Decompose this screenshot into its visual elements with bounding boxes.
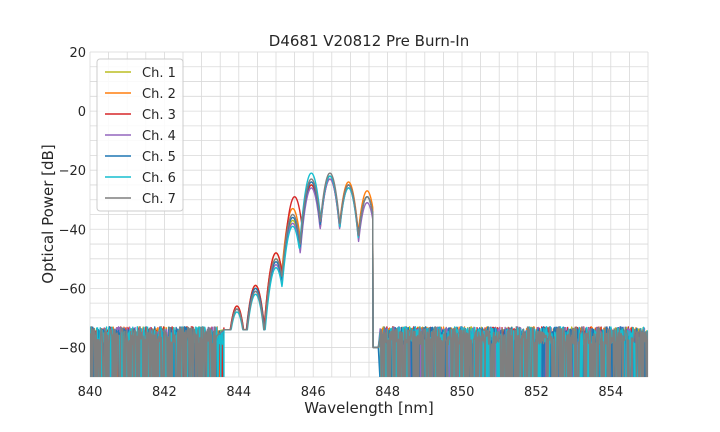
legend-label: Ch. 7 [142,192,176,207]
plot-area [90,172,648,377]
x-tick-label: 846 [301,385,326,400]
legend-label: Ch. 1 [142,66,176,81]
legend: Ch. 1 Ch. 2 Ch. 3 Ch. 4 Ch. 5 Ch. 6 Ch. 7 [96,58,184,212]
x-tick-label: 850 [450,385,475,400]
y-tick-label: −80 [59,341,86,356]
tick-labels: 840 842 844 846 848 850 852 854 20 0 −20 −40 −60 −80 [59,46,624,400]
chart-title: D4681 V20812 Pre Burn-In [269,32,469,50]
legend-label: Ch. 5 [142,150,176,165]
y-tick-label: 0 [78,105,86,120]
y-tick-label: 20 [69,46,86,61]
x-tick-label: 848 [375,385,400,400]
x-tick-label: 852 [524,385,549,400]
y-tick-label: −60 [59,282,86,297]
x-tick-label: 840 [78,385,103,400]
x-tick-label: 842 [152,385,177,400]
legend-label: Ch. 3 [142,108,176,123]
y-axis-title: Optical Power [dB] [39,144,57,283]
y-tick-label: −20 [59,164,86,179]
series-line-7 [90,172,648,377]
x-tick-label: 844 [226,385,251,400]
x-axis-title: Wavelength [nm] [304,399,434,417]
x-tick-label: 854 [598,385,623,400]
legend-label: Ch. 4 [142,129,176,144]
legend-label: Ch. 6 [142,171,176,186]
y-tick-label: −40 [59,223,86,238]
legend-label: Ch. 2 [142,87,176,102]
legend-box [96,58,184,212]
